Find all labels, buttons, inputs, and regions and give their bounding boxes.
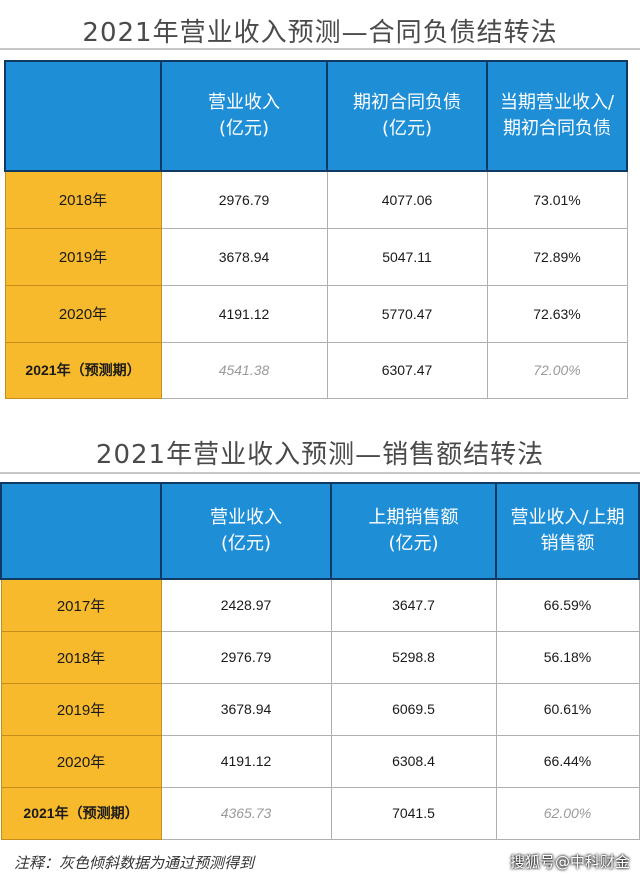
row-year: 2019年 xyxy=(0,682,162,736)
title-divider xyxy=(0,472,640,474)
table-row: 2020年 4191.12 5770.47 72.63% xyxy=(4,284,628,343)
ratio-value-estimated: 72.00% xyxy=(486,341,628,399)
header-ratio: 营业收入/上期 销售额 xyxy=(495,482,640,580)
sales-carryover-table: 营业收入 (亿元) 上期销售额 (亿元) 营业收入/上期 销售额 2017年 2… xyxy=(0,482,640,840)
revenue-value-estimated: 4541.38 xyxy=(160,341,328,399)
header-opening-contract-liability: 期初合同负债 (亿元) xyxy=(326,60,488,172)
ratio-value: 56.18% xyxy=(495,630,640,684)
revenue-value: 2428.97 xyxy=(160,578,332,632)
row-year: 2019年 xyxy=(4,227,162,286)
ratio-value: 72.89% xyxy=(486,227,628,286)
ratio-value-estimated: 62.00% xyxy=(495,786,640,840)
header-empty xyxy=(4,60,162,172)
table-row: 2019年 3678.94 5047.11 72.89% xyxy=(4,227,628,286)
sales-value: 7041.5 xyxy=(330,786,497,840)
header-revenue: 营业收入 (亿元) xyxy=(160,482,332,580)
liability-value: 5770.47 xyxy=(326,284,488,343)
revenue-value: 2976.79 xyxy=(160,630,332,684)
table-row-forecast: 2021年（预测期） 4541.38 6307.47 72.00% xyxy=(4,341,628,399)
sales-value: 6308.4 xyxy=(330,734,497,788)
table-row: 2019年 3678.94 6069.5 60.61% xyxy=(0,682,640,736)
table-row: 2018年 2976.79 4077.06 73.01% xyxy=(4,170,628,229)
sales-value: 3647.7 xyxy=(330,578,497,632)
table-row: 2018年 2976.79 5298.8 56.18% xyxy=(0,630,640,684)
revenue-value: 2976.79 xyxy=(160,170,328,229)
table-row-forecast: 2021年（预测期） 4365.73 7041.5 62.00% xyxy=(0,786,640,840)
row-year: 2018年 xyxy=(4,170,162,229)
ratio-value: 72.63% xyxy=(486,284,628,343)
header-revenue: 营业收入 (亿元) xyxy=(160,60,328,172)
row-year: 2018年 xyxy=(0,630,162,684)
row-year: 2020年 xyxy=(0,734,162,788)
header-prior-sales: 上期销售额 (亿元) xyxy=(330,482,497,580)
row-year: 2021年（预测期） xyxy=(4,341,162,399)
row-year: 2017年 xyxy=(0,578,162,632)
liability-value: 5047.11 xyxy=(326,227,488,286)
liability-value: 4077.06 xyxy=(326,170,488,229)
revenue-value: 3678.94 xyxy=(160,682,332,736)
ratio-value: 66.44% xyxy=(495,734,640,788)
revenue-value: 4191.12 xyxy=(160,284,328,343)
revenue-value-estimated: 4365.73 xyxy=(160,786,332,840)
title-divider xyxy=(0,48,640,50)
sales-value: 6069.5 xyxy=(330,682,497,736)
table2-title: 2021年营业收入预测—销售额结转法 xyxy=(95,440,545,470)
row-year: 2020年 xyxy=(4,284,162,343)
table-row: 2017年 2428.97 3647.7 66.59% xyxy=(0,578,640,632)
ratio-value: 73.01% xyxy=(486,170,628,229)
table1-title: 2021年营业收入预测—合同负债结转法 xyxy=(82,18,558,48)
table-header-row: 营业收入 (亿元) 期初合同负债 (亿元) 当期营业收入/ 期初合同负债 xyxy=(4,60,628,172)
sales-value: 5298.8 xyxy=(330,630,497,684)
liability-value: 6307.47 xyxy=(326,341,488,399)
contract-liability-table: 营业收入 (亿元) 期初合同负债 (亿元) 当期营业收入/ 期初合同负债 201… xyxy=(4,60,628,399)
footnote: 注释：灰色倾斜数据为通过预测得到 xyxy=(14,854,255,872)
revenue-value: 3678.94 xyxy=(160,227,328,286)
ratio-value: 66.59% xyxy=(495,578,640,632)
row-year: 2021年（预测期） xyxy=(0,786,162,840)
table-row: 2020年 4191.12 6308.4 66.44% xyxy=(0,734,640,788)
revenue-value: 4191.12 xyxy=(160,734,332,788)
header-ratio: 当期营业收入/ 期初合同负债 xyxy=(486,60,628,172)
watermark: 搜狐号@中科财金 xyxy=(509,853,630,871)
header-empty xyxy=(0,482,162,580)
ratio-value: 60.61% xyxy=(495,682,640,736)
table-header-row: 营业收入 (亿元) 上期销售额 (亿元) 营业收入/上期 销售额 xyxy=(0,482,640,580)
